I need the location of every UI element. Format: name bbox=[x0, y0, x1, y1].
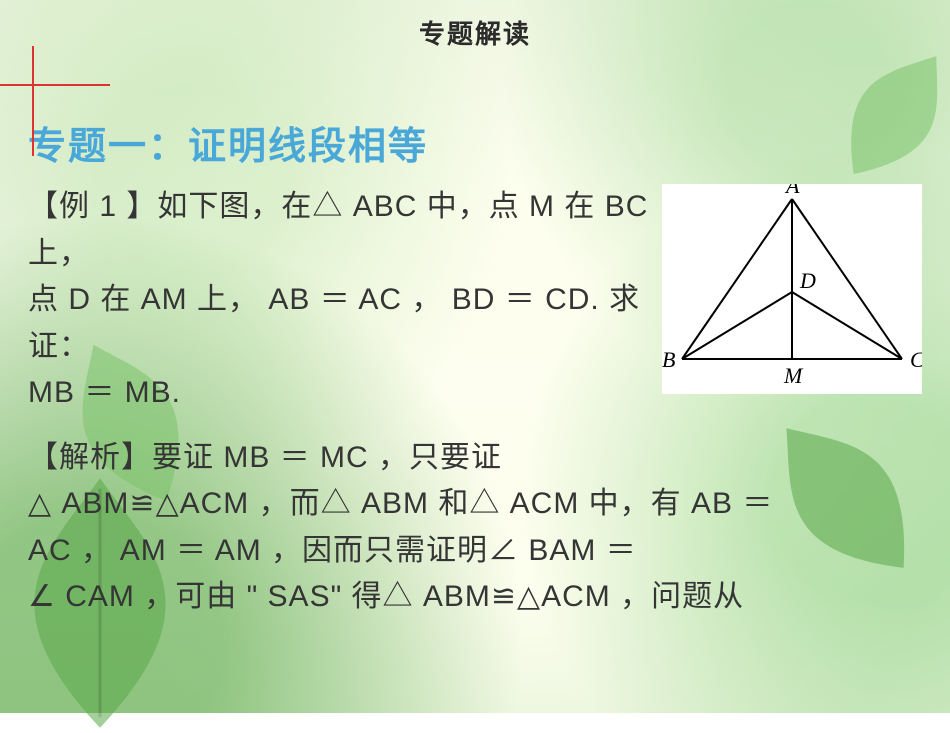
solution-line2b: △ACM ，而△ ABM 和△ ACM 中，有 AB ＝ bbox=[156, 487, 774, 520]
solution-line2a: △ ABM≌ bbox=[28, 487, 156, 520]
red-cross-decoration bbox=[0, 46, 110, 156]
solution-label: 【解析】 bbox=[28, 441, 152, 474]
topic-title: 专题一：证明线段相等 bbox=[28, 115, 922, 170]
body-text: 【例 1 】如下图，在△ ABC 中，点 M 在 BC 上， 点 D 在 AM … bbox=[28, 184, 922, 621]
example-line2: 点 D 在 AM 上， AB ＝ AC ， BD ＝ CD. 求证： bbox=[28, 283, 640, 363]
triangle-svg: A B C M D bbox=[662, 184, 922, 394]
solution-line4b: △ACM ，问题从 bbox=[517, 580, 744, 613]
header-title: 专题解读 bbox=[28, 14, 922, 51]
triangle-figure: A B C M D bbox=[662, 184, 922, 394]
svg-text:A: A bbox=[784, 184, 800, 198]
svg-text:D: D bbox=[799, 268, 817, 293]
solution-line1: 要证 MB ＝ MC ，只要证 bbox=[152, 441, 502, 474]
solution-line4a: ∠ CAM ，可由 " SAS" 得△ ABM≌ bbox=[28, 580, 517, 613]
svg-text:M: M bbox=[783, 363, 804, 388]
example-label: 【例 1 】 bbox=[28, 190, 157, 223]
svg-text:B: B bbox=[662, 347, 676, 372]
svg-text:C: C bbox=[910, 347, 922, 372]
solution-line3: AC ， AM ＝ AM ，因而只需证明∠ BAM ＝ bbox=[28, 534, 637, 567]
example-line3: MB ＝ MB. bbox=[28, 376, 181, 409]
slide-content: 专题解读 专题一：证明线段相等 【例 1 】如下图，在△ ABC 中，点 M 在… bbox=[0, 0, 950, 713]
